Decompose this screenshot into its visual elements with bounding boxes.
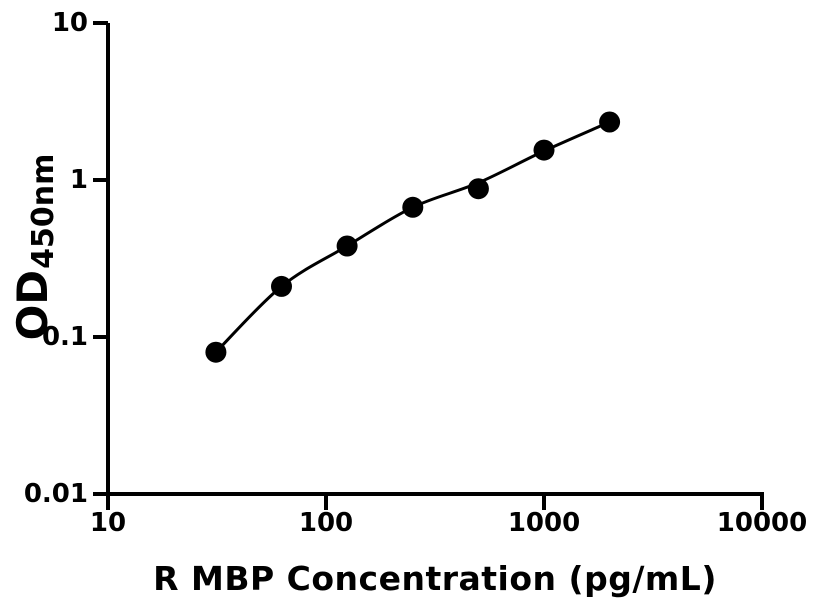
data-point xyxy=(205,341,227,363)
data-point xyxy=(467,178,489,200)
y-axis-title-main: OD xyxy=(8,269,57,341)
y-axis-title: OD 450nm xyxy=(8,147,61,347)
x-tick-label: 100 xyxy=(298,508,354,538)
y-tick-label: 0.1 xyxy=(41,322,88,352)
data-point xyxy=(402,196,424,218)
data-point xyxy=(336,235,358,257)
data-point xyxy=(271,275,292,297)
x-tick-label: 10 xyxy=(89,508,127,538)
y-tick-label: 10 xyxy=(51,8,88,38)
x-tick-label: 1000 xyxy=(507,508,581,538)
y-tick-label: 0.01 xyxy=(23,479,88,509)
x-tick-label: 10000 xyxy=(716,508,808,538)
x-axis-title: R MBP Concentration (pg/mL) xyxy=(153,559,717,598)
x-axis-line xyxy=(108,492,764,510)
y-tick-label: 1 xyxy=(69,165,88,195)
data-point xyxy=(599,111,621,133)
data-point xyxy=(533,139,555,161)
y-axis-title-subscript: 450nm xyxy=(26,153,61,269)
